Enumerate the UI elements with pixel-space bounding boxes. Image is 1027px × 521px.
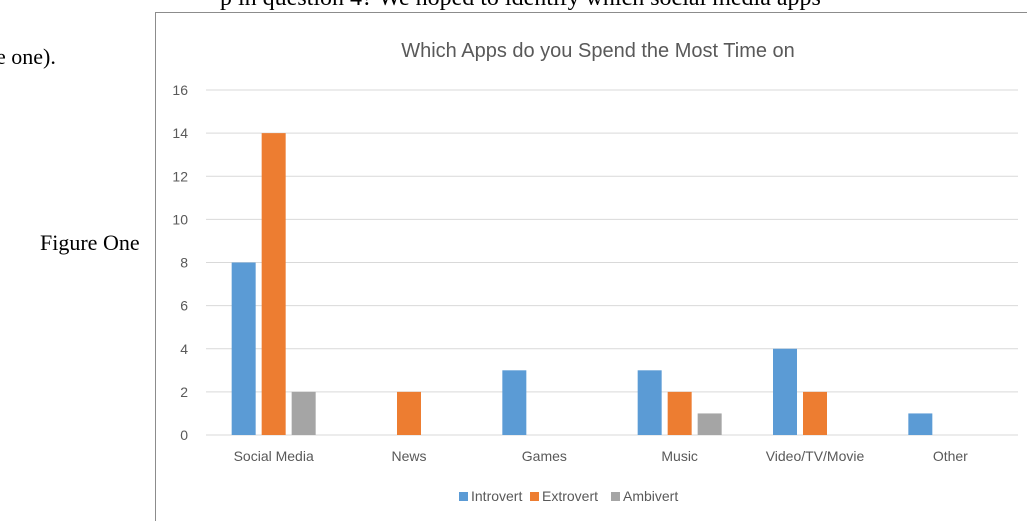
x-tick-label: Other	[933, 448, 968, 464]
bar-extrovert	[667, 391, 692, 435]
bar-extrovert	[397, 391, 421, 435]
y-tick-label: 8	[180, 255, 188, 271]
legend: Introvert Extrovert Ambivert	[459, 488, 678, 504]
bar-chart: Which Apps do you Spend the Most Time on…	[172, 40, 1018, 504]
bar-ambivert	[291, 391, 316, 435]
bar-extrovert	[803, 391, 827, 435]
x-tick-label: Video/TV/Movie	[766, 448, 865, 464]
y-tick-label: 12	[172, 168, 188, 184]
legend-swatch-extrovert	[530, 492, 539, 501]
y-tick-label: 14	[172, 125, 188, 141]
x-tick-label: Music	[661, 448, 698, 464]
chart-title: Which Apps do you Spend the Most Time on	[401, 40, 795, 62]
bar-introvert	[637, 370, 662, 435]
x-tick-label: Games	[522, 448, 567, 464]
legend-swatch-introvert	[459, 492, 468, 501]
x-axis-ticks: Social Media News Games Music Video/TV/Movie…	[234, 448, 969, 464]
y-axis-ticks: 0 2 4 6 8 10 12 14 16	[172, 82, 188, 443]
bar-introvert	[502, 370, 527, 435]
legend-label: Introvert	[471, 488, 522, 504]
gridlines	[206, 89, 1018, 436]
bar-introvert	[773, 348, 797, 435]
y-tick-label: 0	[180, 427, 188, 443]
bar-extrovert	[261, 133, 286, 435]
legend-label: Ambivert	[623, 488, 678, 504]
y-tick-label: 10	[172, 211, 188, 227]
x-tick-label: News	[391, 448, 426, 464]
y-tick-label: 16	[172, 82, 188, 98]
bar-introvert	[908, 413, 933, 435]
bar-ambivert	[697, 413, 722, 435]
figure-label: Figure One	[40, 230, 140, 255]
y-tick-label: 4	[180, 341, 188, 357]
document-text-line: p in question 4? We hoped to identify wh…	[220, 0, 821, 12]
bar-introvert	[231, 262, 256, 435]
chart-frame: Which Apps do you Spend the Most Time on…	[155, 12, 1027, 521]
bars	[231, 133, 933, 435]
y-tick-label: 6	[180, 298, 188, 314]
x-tick-label: Social Media	[234, 448, 314, 464]
y-tick-label: 2	[180, 384, 188, 400]
document-text-fragment: e one).	[0, 44, 56, 69]
legend-swatch-ambivert	[611, 492, 620, 501]
legend-label: Extrovert	[542, 488, 598, 504]
